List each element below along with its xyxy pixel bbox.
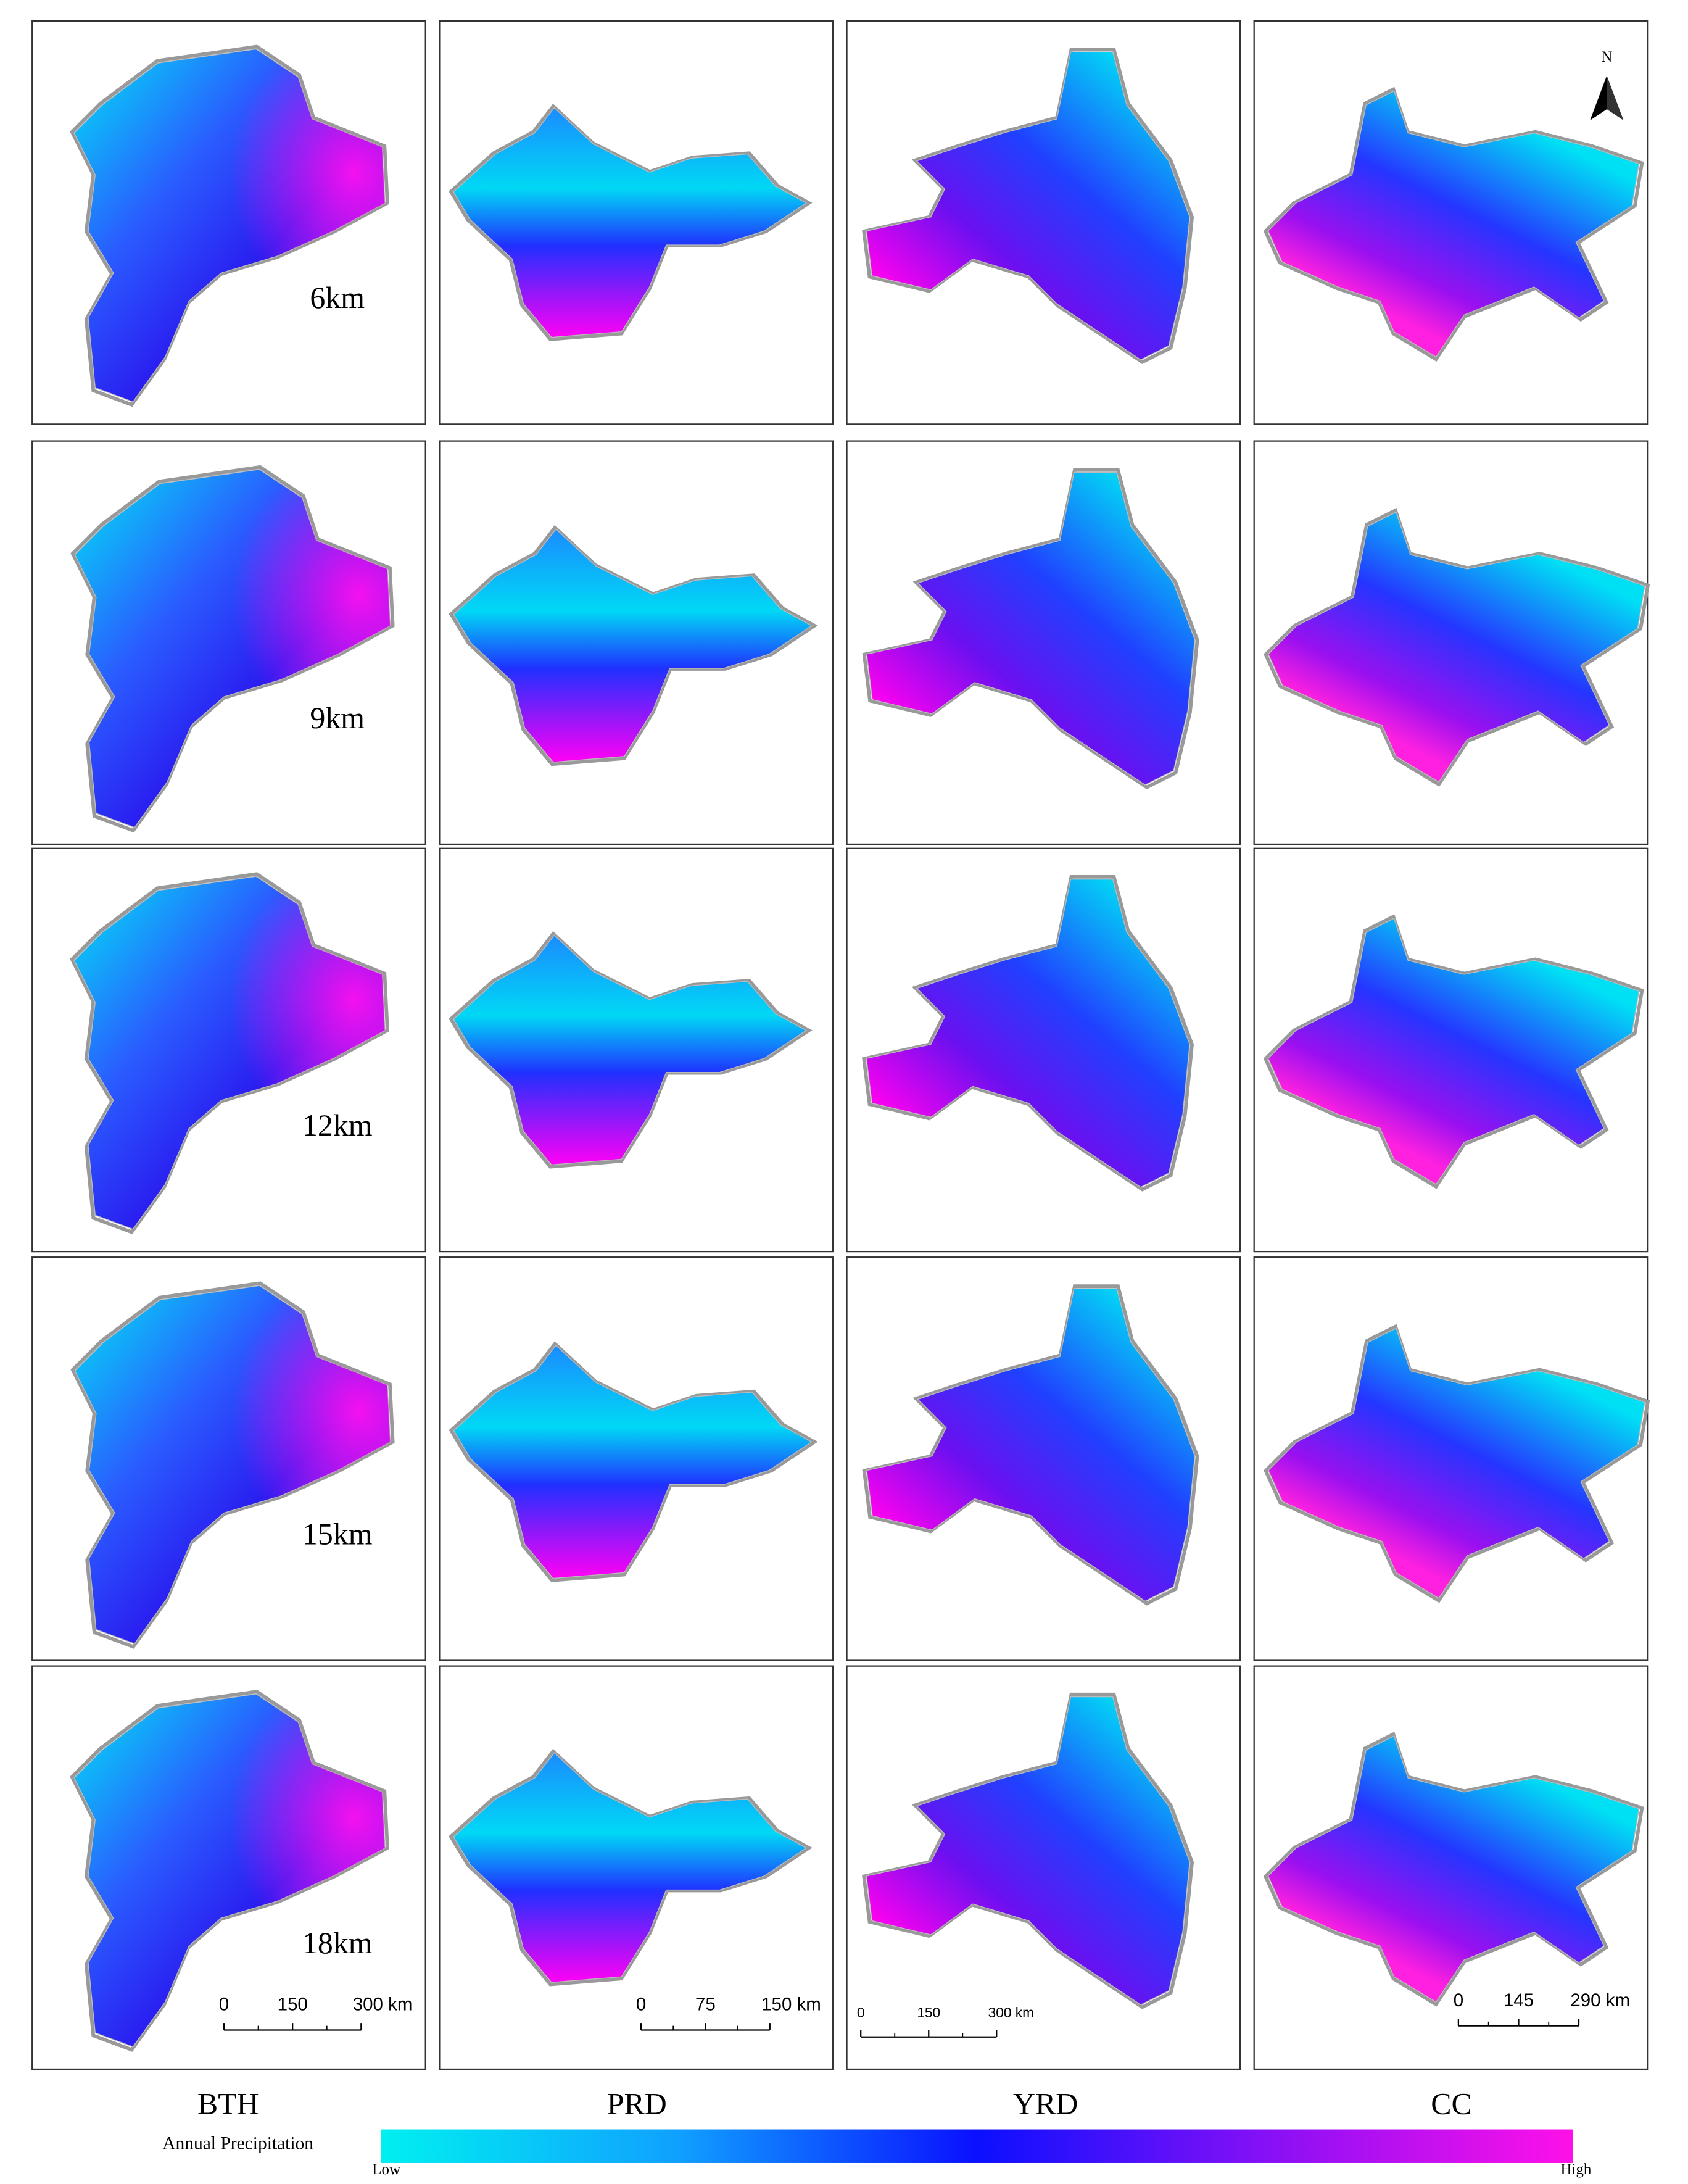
map-panel — [1253, 20, 1649, 425]
resolution-label: 9km — [310, 701, 365, 735]
region-outline — [70, 872, 389, 1235]
scale-bar-label: 290 km — [1570, 1990, 1630, 2011]
map-panel — [439, 847, 834, 1253]
region-outline — [70, 44, 389, 407]
precipitation-surface — [1267, 90, 1640, 358]
precipitation-surface-high — [74, 876, 385, 1229]
scale-bar: 0 150 300 km — [219, 1995, 413, 2031]
precipitation-surface — [866, 51, 1191, 360]
precipitation-surface — [453, 528, 813, 763]
region-outline — [70, 1690, 389, 2052]
map-panel — [846, 440, 1241, 845]
region-label: CC — [1431, 2087, 1472, 2121]
precipitation-surface-high — [74, 49, 385, 402]
precipitation-surface — [453, 107, 808, 338]
map-panel: 9km — [31, 440, 426, 845]
legend-colorbar — [381, 2129, 1573, 2163]
scale-bar-label: 150 km — [761, 1995, 821, 2015]
precipitation-surface-high — [75, 469, 391, 828]
region-label: PRD — [607, 2087, 667, 2121]
map-panel — [439, 440, 834, 845]
precipitation-surface — [866, 471, 1196, 786]
precipitation-surface — [1267, 918, 1640, 1185]
region-outline — [70, 1281, 395, 1649]
map-panel: 15km — [31, 1256, 426, 1661]
resolution-label: 18km — [302, 1926, 373, 1960]
precipitation-surface-high — [75, 1285, 391, 1644]
scale-bar-label: 300 km — [353, 1995, 413, 2015]
precipitation-surface-high — [74, 1693, 385, 2047]
region-outline — [1264, 1324, 1650, 1603]
map-panel — [846, 20, 1241, 425]
precipitation-surface — [453, 934, 808, 1166]
map-panel — [439, 20, 834, 425]
region-outline — [1263, 1732, 1644, 2007]
map-panel — [1253, 1256, 1650, 1661]
precipitation-surface — [453, 1752, 808, 1983]
scale-bar-label: 0 — [1454, 1990, 1463, 2011]
map-panel — [1253, 847, 1649, 1253]
precipitation-surface — [1267, 1735, 1640, 2003]
legend-title: Annual Precipitation — [162, 2133, 313, 2153]
region-outline — [70, 465, 395, 833]
map-panel — [439, 1256, 834, 1661]
map-panel: 12km — [31, 847, 426, 1253]
scale-bar-label: 150 — [917, 2004, 940, 2020]
region-label: YRD — [1013, 2087, 1078, 2121]
map-panel — [1253, 440, 1650, 845]
north-label: N — [1601, 49, 1612, 65]
scale-bar-label: 75 — [695, 1995, 716, 2015]
resolution-label: 6km — [310, 281, 365, 315]
scale-bar: 0 75 150 km — [636, 1995, 821, 2031]
resolution-label: 15km — [302, 1517, 373, 1551]
scale-bar-label: 0 — [636, 1995, 646, 2015]
region-label: BTH — [197, 2087, 259, 2121]
scale-bar-label: 145 — [1504, 1990, 1534, 2011]
map-panel — [846, 1665, 1241, 2070]
map-panel: 6km — [31, 20, 426, 425]
map-panel — [846, 1256, 1241, 1661]
region-outline — [1263, 914, 1644, 1189]
map-panel — [1253, 1665, 1649, 2070]
scale-bar: 0 145 290 km — [1454, 1990, 1630, 2027]
precipitation-surface — [1267, 1327, 1645, 1599]
resolution-label: 12km — [302, 1108, 373, 1142]
north-arrow-right — [1607, 75, 1624, 121]
scale-bar-label: 0 — [219, 1995, 229, 2015]
precipitation-surface — [453, 1344, 813, 1579]
precipitation-surface — [866, 878, 1191, 1188]
scale-bar-label: 0 — [857, 2004, 865, 2020]
precipitation-surface — [866, 1288, 1196, 1602]
map-panel — [846, 847, 1241, 1253]
map-panel — [439, 1665, 834, 2070]
legend-low: Low — [372, 2161, 400, 2178]
precipitation-surface — [1267, 511, 1645, 783]
map-panel: 18km — [31, 1665, 426, 2070]
scale-bar: 0 150 300 km — [857, 2004, 1034, 2038]
region-outline — [1264, 507, 1650, 787]
precipitation-surface — [866, 1696, 1191, 2006]
scale-bar-label: 300 km — [988, 2004, 1034, 2020]
legend-high: High — [1561, 2161, 1592, 2178]
map-grid: 6km 9km 12km 15km 18km — [31, 20, 1650, 2070]
region-outline — [1263, 86, 1644, 362]
scale-bar-label: 150 — [278, 1995, 308, 2015]
